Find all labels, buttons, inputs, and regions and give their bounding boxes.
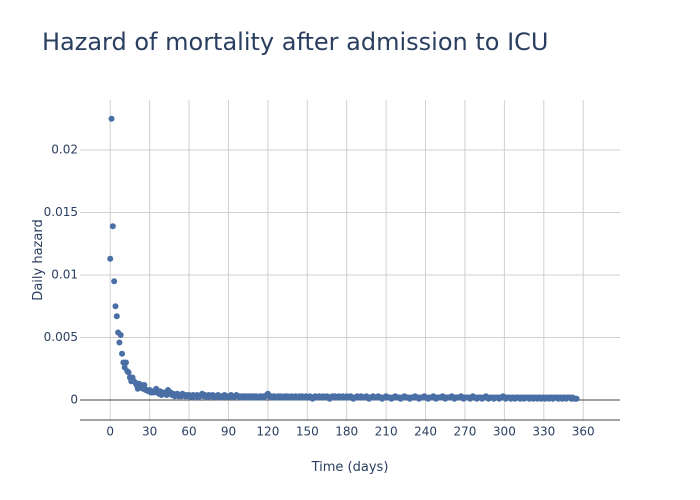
point: [141, 382, 148, 388]
y-tick-label: 0: [70, 393, 78, 407]
chart-title: Hazard of mortality after admission to I…: [42, 28, 548, 56]
y-tick-label: 0.015: [44, 205, 78, 219]
y-axis-label: Daily hazard: [31, 219, 46, 300]
point: [125, 369, 132, 376]
point: [109, 223, 116, 230]
points: [107, 115, 580, 402]
point: [119, 350, 126, 357]
x-tick-label: 360: [572, 425, 595, 439]
point: [573, 395, 580, 402]
x-tick-label: 90: [221, 425, 236, 439]
x-tick-label: 180: [335, 425, 358, 439]
x-tick-label: 270: [454, 425, 477, 439]
point: [117, 332, 124, 338]
x-tick-label: 330: [532, 425, 555, 439]
point: [112, 303, 119, 310]
y-tick-label: 0.01: [51, 268, 78, 282]
point: [108, 115, 115, 122]
grid: 0 30 60 90 120 150 180 210 240 270 300 330 360 0 0.005…: [44, 100, 620, 439]
x-axis-label: Time (days): [311, 460, 389, 475]
y-tick-label: 0.02: [51, 143, 78, 157]
y-tick-label: 0.005: [44, 330, 78, 344]
x-tick-label: 30: [142, 425, 157, 439]
x-tick-label: 300: [493, 425, 516, 439]
point: [111, 278, 118, 285]
point: [122, 359, 129, 366]
x-tick-label: 210: [375, 425, 398, 439]
x-tick-label: 240: [414, 425, 437, 439]
point: [116, 339, 123, 346]
x-tick-label: 150: [296, 425, 319, 439]
x-tick-label: 120: [256, 425, 279, 439]
point: [113, 313, 120, 320]
x-tick-label: 0: [106, 425, 114, 439]
x-tick-label: 60: [181, 425, 196, 439]
point: [107, 255, 114, 262]
